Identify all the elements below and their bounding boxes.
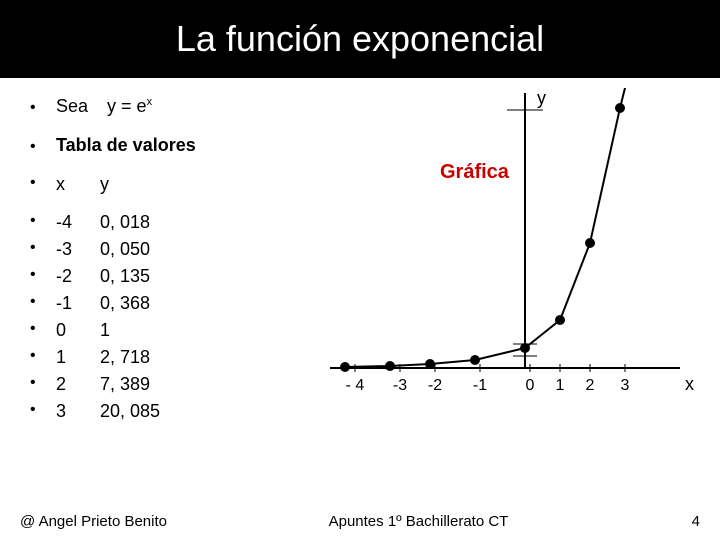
table-row: •-30, 050 [30,236,300,263]
content-area: • Sea y = ex • Tabla de valores • x y •-… [0,78,720,448]
cell-x: -3 [56,236,100,263]
col-y-header: y [100,174,109,195]
data-point [585,238,595,248]
exp-curve [345,88,635,367]
table-row: •-20, 135 [30,263,300,290]
cell-y: 0, 135 [100,263,150,290]
bullet-icon: • [30,174,56,195]
equation-line: • Sea y = ex [30,96,300,117]
data-point [520,343,530,353]
chart-panel: y - 4 -3 -2 -1 0 1 2 3 x Gráfica [300,88,700,448]
sea-label: Sea [56,96,88,116]
cell-x: 1 [56,344,100,371]
cell-x: -2 [56,263,100,290]
bullet-icon: • [30,317,56,344]
slide-title: La función exponencial [0,0,720,78]
data-point [555,315,565,325]
footer-page-number: 4 [670,513,700,530]
cell-x: 2 [56,371,100,398]
data-point [470,355,480,365]
left-panel: • Sea y = ex • Tabla de valores • x y •-… [30,88,300,448]
table-body: •-40, 018•-30, 050•-20, 135•-10, 368•01•… [30,209,300,425]
table-row: •27, 389 [30,371,300,398]
bullet-icon: • [30,236,56,263]
bullet-icon: • [30,290,56,317]
table-row: •-10, 368 [30,290,300,317]
table-row: •12, 718 [30,344,300,371]
table-row: •01 [30,317,300,344]
cell-y: 1 [100,317,110,344]
bullet-icon: • [30,263,56,290]
x-tick-label: -2 [428,377,442,394]
x-tick-label: -1 [473,377,487,394]
x-tick-label: - 4 [346,377,365,394]
data-point [385,361,395,371]
cell-x: -4 [56,209,100,236]
footer-author: @ Angel Prieto Benito [20,513,167,530]
cell-y: 0, 368 [100,290,150,317]
cell-x: -1 [56,290,100,317]
cell-y: 0, 050 [100,236,150,263]
cell-x: 0 [56,317,100,344]
cell-y: 20, 085 [100,398,160,425]
data-point [615,103,625,113]
cell-y: 0, 018 [100,209,150,236]
x-tick-label: 3 [621,377,630,394]
footer: @ Angel Prieto Benito Apuntes 1º Bachill… [20,513,700,530]
table-row: •320, 085 [30,398,300,425]
cell-y: 2, 718 [100,344,150,371]
x-axis-label: x [685,374,694,394]
exponential-chart: y - 4 -3 -2 -1 0 1 2 3 x Gráfica [300,88,720,448]
table-row: •-40, 018 [30,209,300,236]
data-point [425,359,435,369]
bullet-icon: • [30,138,56,156]
cell-y: 7, 389 [100,371,150,398]
bullet-icon: • [30,398,56,425]
bullet-icon: • [30,371,56,398]
table-header-row: • x y [30,174,300,195]
equation: y = ex [107,96,152,116]
bullet-icon: • [30,99,56,117]
bullet-icon: • [30,344,56,371]
x-tick-label: 1 [556,377,565,394]
bullet-icon: • [30,209,56,236]
footer-center: Apuntes 1º Bachillerato CT [329,513,509,530]
x-tick-label: 2 [586,377,595,394]
tabla-header-line: • Tabla de valores [30,135,300,156]
y-axis-label: y [537,88,546,108]
x-tick-label: -3 [393,377,407,394]
x-tick-label: 0 [526,377,535,394]
cell-x: 3 [56,398,100,425]
tabla-header: Tabla de valores [56,135,196,156]
col-x-header: x [56,174,100,195]
data-point [340,362,350,372]
grafica-label: Gráfica [440,161,510,183]
